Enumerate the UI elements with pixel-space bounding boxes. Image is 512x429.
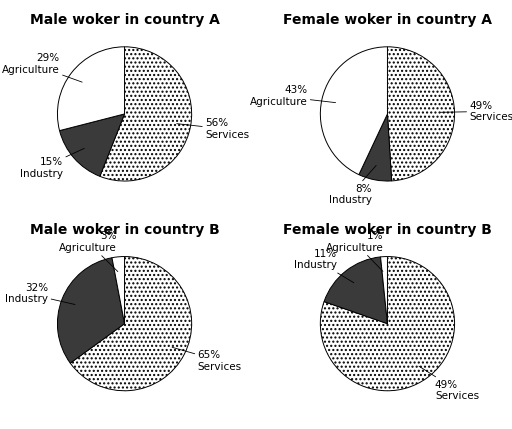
Text: 65%
Services: 65% Services bbox=[172, 347, 242, 372]
Text: 29%
Agriculture: 29% Agriculture bbox=[2, 53, 82, 82]
Text: 32%
Industry: 32% Industry bbox=[6, 283, 75, 305]
Text: 8%
Industry: 8% Industry bbox=[329, 166, 376, 205]
Title: Male woker in country A: Male woker in country A bbox=[30, 13, 220, 27]
Text: 56%
Services: 56% Services bbox=[177, 118, 249, 140]
Wedge shape bbox=[70, 257, 191, 391]
Text: 49%
Services: 49% Services bbox=[440, 100, 512, 122]
Title: Female woker in country B: Female woker in country B bbox=[283, 223, 492, 237]
Wedge shape bbox=[380, 257, 388, 323]
Title: Male woker in country B: Male woker in country B bbox=[30, 223, 220, 237]
Text: 15%
Industry: 15% Industry bbox=[20, 148, 84, 179]
Text: 49%
Services: 49% Services bbox=[419, 366, 479, 401]
Title: Female woker in country A: Female woker in country A bbox=[283, 13, 492, 27]
Text: 3%
Agriculture: 3% Agriculture bbox=[59, 231, 118, 272]
Text: 1%
Agriculture: 1% Agriculture bbox=[326, 231, 383, 272]
Text: 11%
Industry: 11% Industry bbox=[294, 249, 354, 283]
Wedge shape bbox=[112, 257, 124, 323]
Wedge shape bbox=[324, 257, 388, 323]
Wedge shape bbox=[57, 47, 124, 130]
Text: 43%
Agriculture: 43% Agriculture bbox=[250, 85, 335, 107]
Wedge shape bbox=[100, 47, 191, 181]
Wedge shape bbox=[321, 257, 455, 391]
Wedge shape bbox=[388, 47, 455, 181]
Wedge shape bbox=[59, 114, 124, 176]
Wedge shape bbox=[359, 114, 392, 181]
Wedge shape bbox=[321, 47, 388, 175]
Wedge shape bbox=[57, 258, 124, 363]
